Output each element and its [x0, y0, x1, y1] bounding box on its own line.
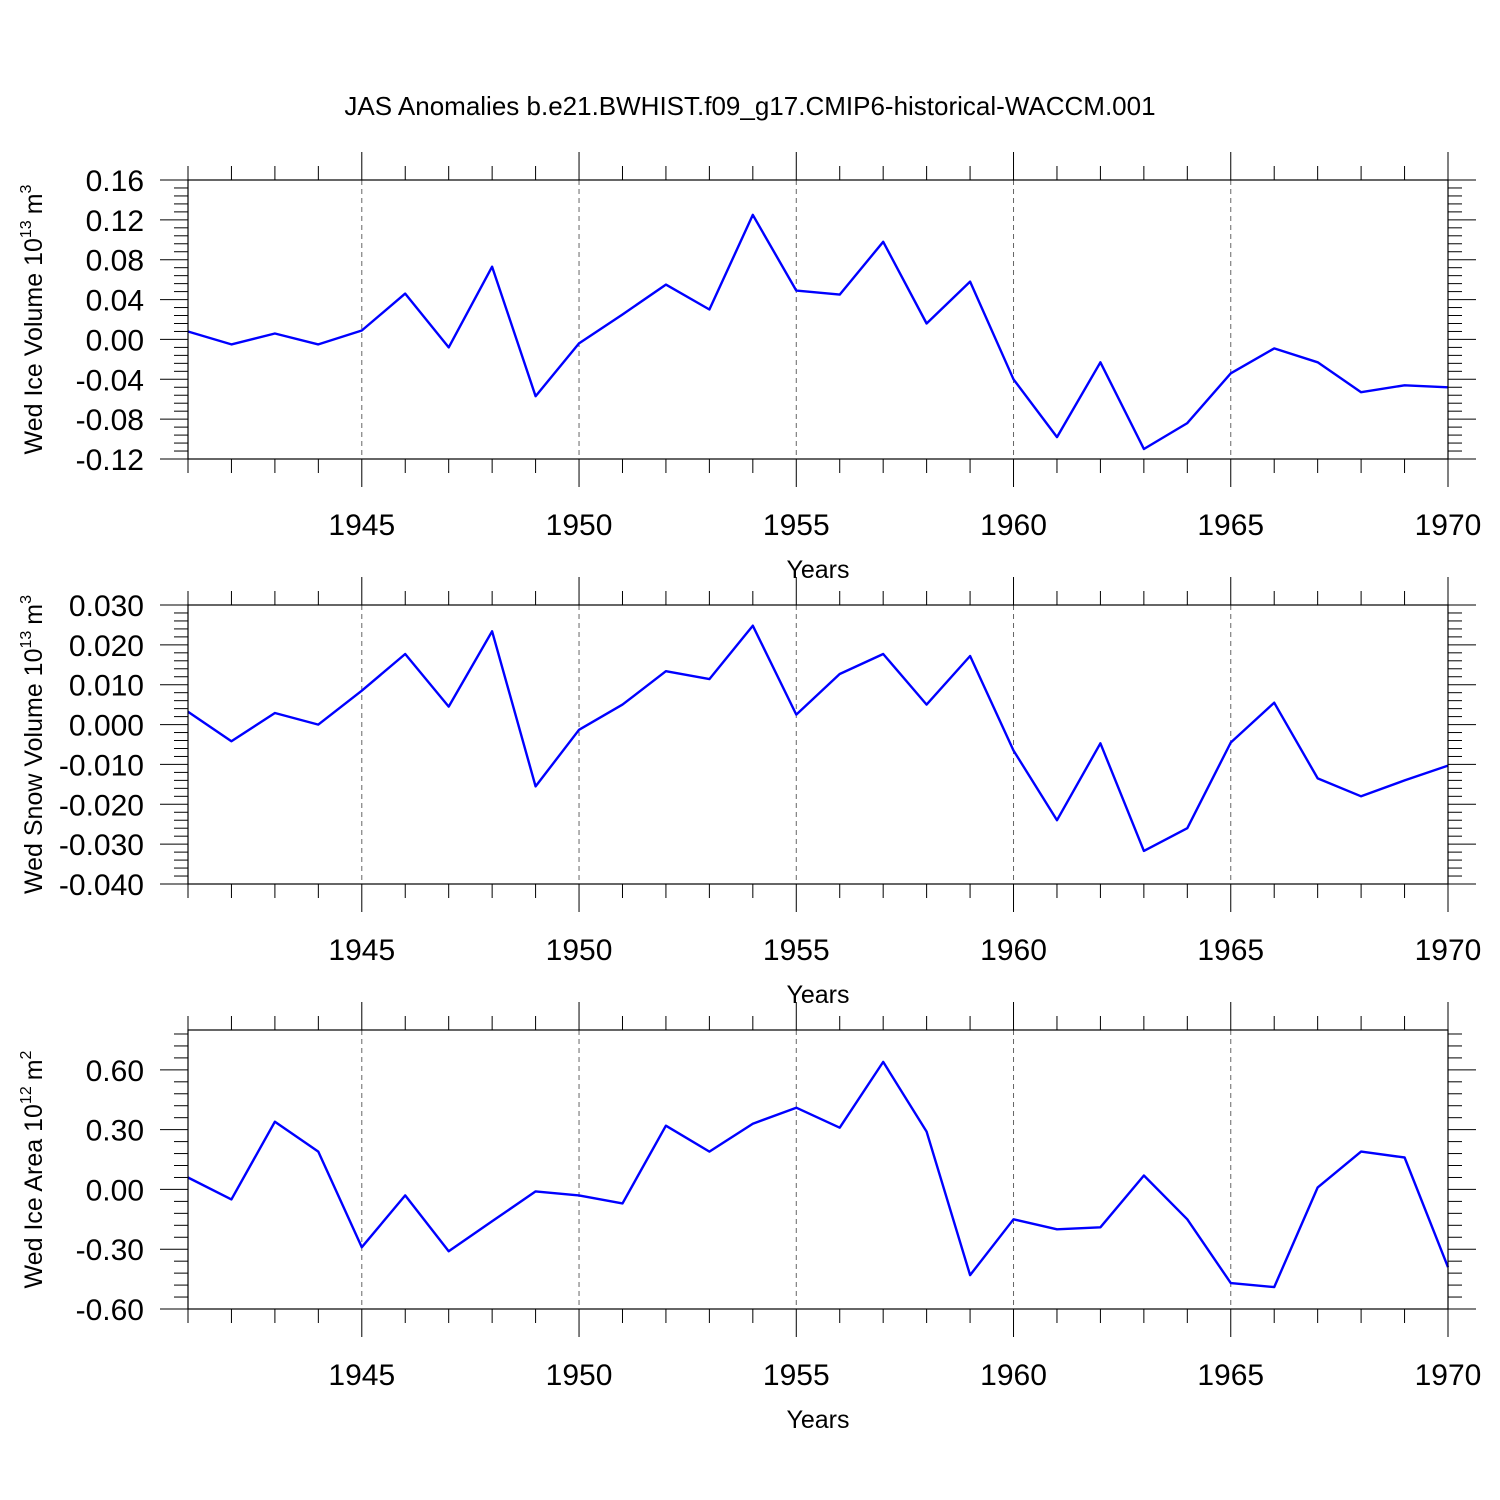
y-axis-label-exponent: 13: [18, 220, 35, 238]
x-tick-label-1960: 1960: [980, 1359, 1047, 1392]
y-tick-label: 0.16: [86, 165, 144, 198]
x-axis-label: Years: [786, 981, 849, 1009]
x-tick-label-1970: 1970: [1415, 1359, 1482, 1392]
y-tick-label: 0.00: [86, 1174, 144, 1207]
y-axis-label-unit-exponent: 3: [18, 184, 35, 193]
y-tick-label: -0.030: [59, 829, 144, 862]
y-axis-label-unit-exponent: 3: [18, 595, 35, 604]
y-tick-label: -0.010: [59, 749, 144, 782]
x-tick-label-1960: 1960: [980, 934, 1047, 967]
y-tick-label: 0.60: [86, 1055, 144, 1088]
y-tick-label: 0.000: [69, 710, 144, 743]
x-tick-label-1955: 1955: [763, 934, 830, 967]
x-tick-label-1970: 1970: [1415, 509, 1482, 542]
y-axis-label-main: Wed Ice Volume 10: [20, 238, 48, 454]
panel-3: 1945 1950 1955 1960 1965 1970 Years -0.60 -0.30 0…: [18, 1002, 1481, 1434]
series-line-wed-snow-volume: [187, 624, 1449, 853]
series-line-wed-ice-area: [187, 1060, 1450, 1289]
y-tick-label: 0.00: [86, 324, 144, 357]
y-axis-label-main: Wed Ice Area 10: [20, 1104, 48, 1288]
y-axis-label: Wed Ice Volume 1013 m3: [18, 184, 48, 454]
y-tick-label: -0.04: [76, 364, 144, 397]
x-tick-label-1950: 1950: [546, 509, 613, 542]
y-tick-label: 0.010: [69, 670, 144, 703]
y-axis-label: Wed Ice Area 1012 m2: [18, 1050, 48, 1288]
x-axis-label: Years: [786, 556, 849, 584]
x-tick-label-1945: 1945: [328, 509, 395, 542]
y-tick-label: -0.60: [76, 1294, 144, 1327]
y-tick-label: 0.030: [69, 590, 144, 623]
y-axis-label-exponent: 12: [18, 1086, 35, 1104]
y-axis-label-exponent: 13: [18, 631, 35, 649]
y-axis-label-unit: m: [20, 193, 48, 214]
x-tick-label-1965: 1965: [1197, 934, 1264, 967]
x-tick-label-1960: 1960: [980, 509, 1047, 542]
y-axis-label-main: Wed Snow Volume 10: [20, 649, 48, 895]
y-axis-label: Wed Snow Volume 1013 m3: [18, 595, 48, 894]
x-tick-label-1955: 1955: [763, 1359, 830, 1392]
x-tick-label-1945: 1945: [328, 934, 395, 967]
x-tick-label-1955: 1955: [763, 509, 830, 542]
chart-title: JAS Anomalies b.e21.BWHIST.f09_g17.CMIP6…: [344, 91, 1155, 121]
x-tick-label-1970: 1970: [1415, 934, 1482, 967]
y-axis-label-unit: m: [20, 1059, 48, 1080]
series-line-wed-ice-volume: [187, 213, 1449, 451]
y-tick-label: 0.04: [86, 285, 144, 318]
y-tick-label: -0.12: [76, 444, 144, 477]
plot-frame: [187, 1029, 1449, 1310]
y-tick-label: -0.08: [76, 404, 144, 437]
y-tick-label: 0.30: [86, 1115, 144, 1148]
x-tick-label-1965: 1965: [1197, 1359, 1264, 1392]
panel-1: 1945 1950 1955 1960 1965 1970 Years -0.12 -0.08 -…: [18, 152, 1481, 584]
panel-2: 1945 1950 1955 1960 1965 1970 Years -0.040 -0.03…: [18, 577, 1481, 1009]
x-axis-label: Years: [786, 1406, 849, 1434]
x-tick-label-1945: 1945: [328, 1359, 395, 1392]
x-tick-label-1950: 1950: [546, 1359, 613, 1392]
plot-frame: [187, 604, 1449, 885]
x-tick-label-1965: 1965: [1197, 509, 1264, 542]
y-tick-label: -0.30: [76, 1234, 144, 1267]
y-tick-label: 0.12: [86, 205, 144, 238]
y-tick-label: 0.020: [69, 630, 144, 663]
y-axis-label-unit-exponent: 2: [18, 1050, 35, 1059]
plot-frame: [187, 179, 1449, 460]
x-tick-label-1950: 1950: [546, 934, 613, 967]
y-tick-label: -0.040: [59, 869, 144, 902]
y-axis-label-unit: m: [20, 604, 48, 625]
y-tick-label: -0.020: [59, 789, 144, 822]
y-tick-label: 0.08: [86, 245, 144, 278]
